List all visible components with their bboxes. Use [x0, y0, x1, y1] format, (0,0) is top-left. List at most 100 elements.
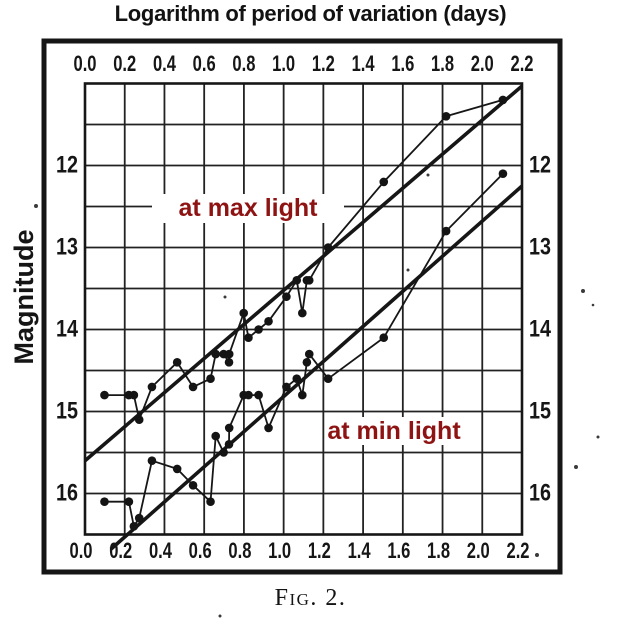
min-light-data-point — [206, 497, 215, 507]
max-light-data-point — [100, 390, 109, 400]
x-tick-label-top: 0.2 — [113, 51, 136, 76]
min-light-data-point — [244, 390, 253, 400]
x-tick-label-top: 2.0 — [471, 51, 494, 76]
x-tick-label-top: 0.4 — [153, 51, 177, 76]
series-label-min-light: at min light — [326, 417, 462, 445]
max-light-trend-line — [83, 84, 524, 463]
min-light-data-point — [302, 358, 312, 367]
x-tick-label-bottom: 1.2 — [308, 538, 331, 563]
x-tick-label-top: 1.6 — [391, 51, 414, 76]
x-tick-label-top: 1.8 — [431, 51, 454, 76]
min-light-data-point — [298, 390, 307, 400]
max-light-data-point — [172, 358, 182, 367]
y-tick-label-right: 14 — [529, 316, 552, 343]
min-light-data-point — [224, 423, 234, 433]
max-light-data-point — [441, 112, 451, 121]
min-light-data-point — [124, 497, 134, 507]
scan-speck — [223, 295, 227, 299]
series-label-max-light: at max light — [152, 194, 344, 223]
figure-caption: Fig. 2. — [274, 585, 347, 611]
max-light-data-point — [211, 349, 221, 359]
x-tick-label-top: 0.8 — [232, 51, 255, 76]
min-light-data-point — [224, 440, 234, 449]
min-light-data-point — [264, 423, 273, 433]
figure-border — [41, 38, 563, 575]
x-tick-label-bottom: 1.8 — [427, 538, 450, 563]
scan-speck — [574, 465, 578, 469]
x-tick-label-bottom: 0.4 — [149, 538, 173, 563]
y-tick-label-left: 13 — [56, 234, 78, 261]
max-light-data-point — [134, 415, 144, 425]
y-tick-label-right: 12 — [529, 152, 551, 179]
max-light-data-point — [282, 292, 291, 302]
scan-speck — [535, 553, 539, 557]
max-light-data-point — [244, 333, 253, 343]
min-light-data-point — [292, 374, 302, 384]
scan-speck — [218, 614, 222, 618]
x-tick-label-bottom: 0.6 — [189, 538, 212, 563]
scan-speck — [596, 435, 600, 439]
x-tick-label-bottom: 0.8 — [228, 538, 251, 563]
max-light-data-point — [224, 349, 234, 359]
y-tick-label-left: 12 — [56, 152, 78, 179]
y-tick-label-right: 16 — [529, 480, 551, 507]
min-light-data-point — [441, 226, 451, 236]
min-light-data-point — [304, 349, 314, 359]
x-tick-label-bottom: 2.2 — [507, 538, 530, 563]
max-light-data-point — [254, 325, 263, 334]
min-light-data-point — [498, 169, 508, 178]
scan-speck — [426, 173, 430, 177]
y-tick-label-right: 13 — [529, 234, 551, 261]
max-light-data-point — [498, 95, 508, 105]
x-tick-label-bottom: 2.0 — [467, 538, 490, 563]
min-light-data-point — [323, 374, 333, 384]
scan-speck — [581, 289, 585, 293]
x-tick-label-bottom: 1.0 — [268, 538, 291, 563]
min-light-data-point — [172, 464, 182, 474]
min-light-data-point — [254, 390, 263, 400]
x-tick-label-top: 1.4 — [352, 51, 376, 76]
y-tick-label-left: 16 — [56, 480, 78, 507]
max-light-data-point — [129, 390, 139, 400]
min-light-trend-line — [109, 184, 524, 551]
y-tick-label-right: 15 — [529, 398, 551, 425]
x-tick-label-top: 1.2 — [312, 51, 335, 76]
min-light-data-point — [100, 497, 109, 507]
min-light-data-point — [282, 382, 291, 392]
max-light-data-point — [264, 317, 273, 326]
max-light-data-point — [292, 276, 302, 285]
x-tick-label-bottom: 1.6 — [387, 538, 410, 563]
x-tick-label-top: 0.0 — [74, 51, 97, 76]
max-light-data-point — [147, 382, 157, 392]
scan-speck — [406, 268, 410, 272]
max-light-data-point — [323, 243, 333, 252]
max-light-data-point — [304, 276, 314, 285]
max-light-data-point — [298, 308, 307, 318]
max-light-data-point — [206, 374, 215, 384]
x-tick-label-top: 1.0 — [272, 51, 295, 76]
max-light-data-point — [188, 382, 198, 392]
min-light-data-point — [147, 456, 157, 466]
plot-area-border — [83, 82, 524, 536]
min-light-data-point — [188, 481, 198, 490]
max-light-data-point — [379, 177, 389, 187]
min-light-data-point — [134, 513, 144, 523]
scan-speck — [34, 204, 38, 208]
chart-title: Logarithm of period of variation (days) — [114, 1, 507, 26]
x-tick-label-bottom: 1.4 — [348, 538, 372, 563]
x-tick-label-top: 2.2 — [511, 51, 534, 76]
min-light-data-point — [211, 431, 221, 441]
x-tick-label-bottom: 0.0 — [70, 538, 93, 563]
y-tick-label-left: 15 — [56, 398, 78, 425]
x-tick-label-bottom: 0.2 — [109, 538, 132, 563]
min-light-data-point — [379, 333, 389, 343]
scan-speck — [591, 303, 595, 307]
min-light-data-point — [129, 522, 139, 531]
y-tick-label-left: 14 — [56, 316, 79, 343]
x-tick-label-top: 0.6 — [193, 51, 216, 76]
max-light-data-point — [239, 308, 249, 318]
max-light-data-point — [224, 358, 234, 367]
min-light-data-point — [219, 448, 228, 457]
